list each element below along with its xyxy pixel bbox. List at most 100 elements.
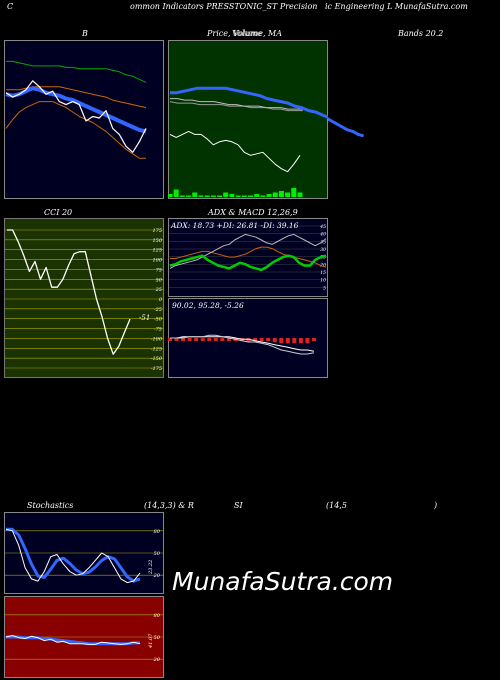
macd-histogram-bar [187,338,192,341]
macd-histogram-bar [194,338,199,341]
rsi-tick-label: 50 [154,635,161,641]
lower-band-line [5,101,146,159]
volume-bar [217,195,223,197]
cci-title: CCI 20 [44,208,73,217]
cci-tick-label: 75 [156,267,162,273]
cci-tick-label: -75 [154,327,162,333]
ma-line [5,86,147,134]
macd-histogram-bar [168,338,172,341]
price-volume-panel [168,40,328,199]
adx-values-text: ADX: 18.73 +DI: 26.81 -DI: 39.16 [170,221,299,230]
stoch-k-line [5,528,141,584]
volume-bar [247,195,253,197]
upper-band-line [6,60,147,83]
volume-bar [198,195,204,197]
stoch-last-value: 23.22 [148,560,154,575]
stoch-title-c: SI [234,501,243,510]
rsi-chart: 80 50 20 41.07 [4,596,164,678]
panel-background [168,40,328,199]
rsi-tick-label: 80 [154,613,161,619]
cci-tick-label: -50 [154,317,163,323]
cci-tick-label: 175 [152,228,162,234]
adx-macd-title: ADX & MACD 12,26,9 [208,208,298,217]
cci-tick-label: 50 [156,277,163,283]
header-middle: ommon Indicators PRESSTONIC_ST Precision [130,2,318,11]
plus-di-line [169,254,327,272]
adx-tick-label: 35 [320,239,326,245]
volume-bar [168,194,173,197]
adx-tick-label: 10 [320,278,326,284]
volume-bar [272,192,278,197]
macd-histogram-bar [207,338,212,342]
volume-bar [173,189,179,197]
bands-title: Bands 20.2 [398,29,444,38]
rsi-last-value: 41.07 [148,633,154,649]
adx-tick-label: 15 [320,270,326,276]
volume-bar [241,195,247,197]
rsi-line [5,635,141,645]
cci-tick-label: -150 [151,356,163,362]
macd-histogram-bar [174,338,179,341]
macd-histogram-bar [298,338,303,344]
macd-chart: 90.02, 95.28, -5.26 [168,298,328,378]
bollinger-chart [4,40,164,199]
volume-bar [235,195,241,197]
stoch-tick-label: 20 [153,573,161,579]
macd-histogram-bar [292,338,297,344]
adx-tick-label: 30 [320,247,326,253]
macd-panel: 90.02, 95.28, -5.26 [168,298,328,378]
stoch-title-b: (14,3,3) & R [144,501,194,510]
volume-bar [186,195,192,197]
cci-tick-label: -100 [151,336,163,342]
adx-tick-label: 40 [319,232,326,238]
panel-background [4,218,164,378]
volume-bar [179,195,185,197]
stoch-title-d: (14,5 [326,501,347,510]
cci-tick-label: -25 [154,307,162,313]
adx-tick-label: 45 [319,224,326,230]
macd-histogram-bar [181,338,186,342]
header-left: C [7,2,14,11]
macd-histogram-bar [272,338,277,343]
volume-bar [285,192,291,197]
adx-line [170,246,327,268]
volume-bar [297,192,303,197]
minus-di-line [169,233,327,269]
volume-bar [260,195,266,197]
cci-tick-label: 25 [155,287,162,293]
price-volume-chart [168,40,328,199]
stoch-tick-label: 80 [154,529,161,535]
macd-line [170,334,315,355]
watermark: MunafaSutra.com [172,567,394,596]
macd-histogram-bar [226,338,231,342]
price-volume-title: Price, Volume, MA [207,29,283,38]
volume-bar [278,191,284,197]
middle-band-line [6,86,147,109]
volume-bar [223,192,229,197]
macd-histogram-bar [279,338,284,344]
volume-bar [192,192,198,197]
rsi-tick-label: 20 [153,657,161,663]
cci-chart: 175 150 125 100 75 50 25 0 -25 -50 -75 -100 -125 -150… [4,218,164,378]
cci-tick-label: -125 [151,346,162,352]
cci-tick-label: -175 [151,366,162,372]
bollinger-title: B [82,29,88,38]
macd-histogram-bar [266,338,271,342]
macd-histogram-bar [213,338,218,342]
price-line [5,80,147,153]
adx-panel: 45 40 35 30 25 20 15 10 5 ADX: 18.73 +DI: 26.81 -… [168,218,328,297]
ma-long-extension [328,117,365,138]
stoch-d-line [6,527,141,583]
macd-histogram-bar [200,338,205,341]
adx-tick-label: 20 [319,262,326,268]
ma-long-line [170,86,328,119]
macd-histogram-bar [305,338,310,344]
volume-bar [291,188,297,197]
cci-tick-label: 100 [152,258,162,264]
stochastics-panel: 80 50 20 23.22 [4,512,164,594]
bollinger-panel [4,40,164,199]
cci-line [7,229,131,355]
cci-last-value: -51 [139,314,150,322]
